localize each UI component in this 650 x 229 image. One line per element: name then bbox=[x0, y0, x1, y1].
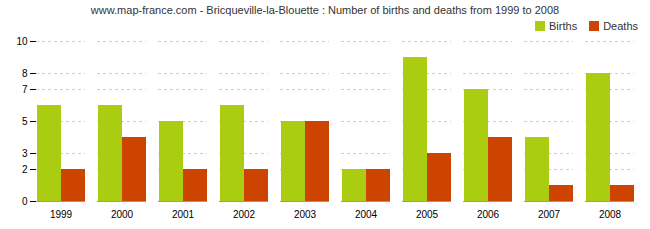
svg-text:2007: 2007 bbox=[538, 209, 561, 220]
svg-text:2005: 2005 bbox=[416, 209, 439, 220]
svg-text:1999: 1999 bbox=[50, 209, 73, 220]
svg-text:10: 10 bbox=[16, 36, 28, 47]
svg-text:2003: 2003 bbox=[294, 209, 317, 220]
html-text:www.map-france.com - Bricquevi: www.map-france.com - Bricqueville-la-Blo… bbox=[90, 4, 560, 16]
html-text:Deaths: Deaths bbox=[603, 20, 638, 32]
svg-text:2001: 2001 bbox=[172, 209, 195, 220]
svg-text:2002: 2002 bbox=[233, 209, 256, 220]
svg-text:2006: 2006 bbox=[477, 209, 500, 220]
svg-text:8: 8 bbox=[22, 68, 28, 79]
svg-text:2: 2 bbox=[22, 164, 28, 175]
svg-text:2000: 2000 bbox=[111, 209, 134, 220]
svg-text:2004: 2004 bbox=[355, 209, 378, 220]
html-text:Births: Births bbox=[549, 20, 578, 32]
svg-text:5: 5 bbox=[22, 116, 28, 127]
svg-text:2008: 2008 bbox=[599, 209, 622, 220]
svg-text:3: 3 bbox=[22, 148, 28, 159]
svg-text:0: 0 bbox=[22, 196, 28, 207]
svg-text:7: 7 bbox=[22, 84, 28, 95]
